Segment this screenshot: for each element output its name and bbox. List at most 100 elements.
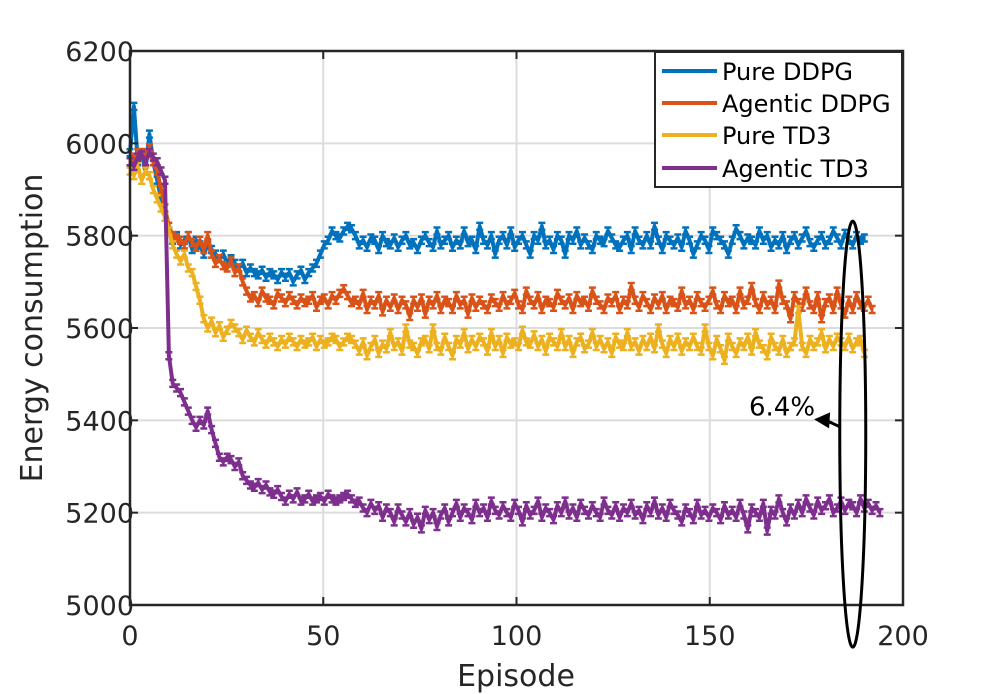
data-point	[425, 295, 433, 306]
data-point	[573, 226, 581, 236]
data-point	[456, 240, 464, 250]
data-point	[705, 512, 713, 523]
data-point	[297, 496, 305, 506]
data-point	[608, 510, 616, 520]
data-point	[697, 346, 705, 356]
data-point	[647, 304, 655, 315]
data-point	[522, 337, 530, 347]
data-point	[379, 307, 387, 317]
data-point	[499, 348, 507, 359]
data-point	[452, 235, 460, 246]
data-point	[693, 341, 701, 352]
data-point	[511, 288, 519, 299]
data-point	[243, 475, 251, 486]
data-point	[627, 341, 635, 352]
data-point	[215, 452, 223, 463]
data-point	[717, 304, 725, 315]
data-point	[281, 272, 289, 282]
data-point	[476, 221, 484, 232]
data-point	[623, 327, 631, 338]
y-tick-label: 5200	[65, 499, 134, 530]
data-point	[841, 341, 849, 352]
data-point	[635, 302, 643, 312]
data-point	[518, 304, 526, 315]
data-point	[285, 290, 293, 301]
data-point	[215, 320, 223, 331]
series-pure-td3	[126, 161, 868, 366]
data-point	[829, 341, 837, 352]
data-point	[313, 258, 321, 269]
data-point	[445, 341, 453, 352]
data-point	[169, 378, 177, 389]
annotation-group: 6.4%	[749, 219, 868, 649]
data-point	[305, 267, 313, 278]
data-point	[643, 230, 651, 241]
data-point	[196, 235, 204, 246]
data-point	[270, 300, 278, 310]
data-point	[266, 295, 274, 306]
data-point	[355, 346, 363, 356]
y-tick-label: 5400	[65, 406, 134, 437]
data-point	[468, 514, 476, 525]
data-point	[421, 334, 429, 345]
data-point	[379, 512, 387, 523]
data-point	[468, 293, 476, 303]
data-point	[285, 267, 293, 278]
data-point	[697, 230, 705, 241]
data-point	[332, 230, 340, 241]
data-point	[441, 503, 449, 513]
data-point	[262, 272, 270, 282]
data-point	[538, 304, 546, 315]
data-point	[693, 240, 701, 250]
data-point	[515, 341, 523, 352]
data-point	[445, 517, 453, 527]
data-point	[472, 244, 480, 255]
data-point	[713, 334, 721, 345]
data-point	[553, 230, 561, 241]
data-point	[810, 341, 818, 352]
data-point	[316, 491, 324, 502]
data-point	[254, 297, 262, 308]
data-point	[180, 240, 188, 250]
data-point	[670, 297, 678, 308]
data-point	[829, 304, 837, 315]
data-point	[246, 293, 254, 303]
data-point	[324, 235, 332, 246]
data-point	[394, 304, 402, 315]
data-point	[425, 237, 433, 248]
data-point	[402, 230, 410, 241]
data-point	[452, 498, 460, 509]
data-point	[355, 300, 363, 310]
data-point	[717, 344, 725, 354]
data-point	[452, 334, 460, 345]
data-point	[794, 304, 802, 315]
data-point	[406, 339, 414, 349]
data-point	[239, 334, 247, 345]
data-point	[495, 302, 503, 312]
data-point	[740, 341, 748, 352]
data-point	[829, 507, 837, 518]
data-point	[818, 230, 826, 241]
data-point	[363, 350, 371, 361]
data-point	[639, 240, 647, 250]
data-point	[472, 498, 480, 509]
data-point	[414, 512, 422, 523]
data-point	[577, 332, 585, 342]
data-point	[724, 332, 732, 342]
data-point	[149, 152, 157, 162]
data-point	[647, 240, 655, 250]
data-point	[235, 263, 243, 273]
data-point	[779, 295, 787, 306]
data-point	[794, 498, 802, 509]
data-point	[278, 491, 286, 502]
data-point	[464, 309, 472, 319]
x-tick-label: 50	[306, 621, 340, 652]
data-point	[627, 244, 635, 255]
data-point	[285, 489, 293, 499]
data-point	[219, 260, 227, 271]
data-point	[456, 512, 464, 523]
data-point	[309, 496, 317, 506]
data-point	[530, 330, 538, 340]
data-point	[503, 507, 511, 518]
data-point	[515, 235, 523, 246]
